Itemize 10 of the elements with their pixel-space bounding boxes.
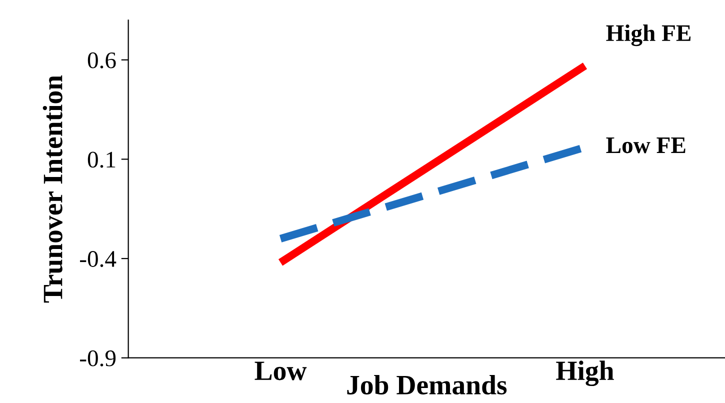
y-tick-label: -0.4 bbox=[80, 251, 116, 268]
series-label: Low FE bbox=[606, 138, 686, 154]
x-axis-title: Job Demands bbox=[347, 374, 507, 394]
y-tick-label: 0.1 bbox=[88, 152, 116, 168]
y-tick-label: -0.9 bbox=[80, 350, 116, 366]
y-tick-label: 0.6 bbox=[88, 52, 116, 68]
x-tick-label: High bbox=[556, 360, 614, 386]
x-tick-label: Low bbox=[254, 362, 307, 380]
y-axis-title: Trunover Intention bbox=[42, 75, 62, 303]
series-label: High FE bbox=[606, 24, 691, 46]
